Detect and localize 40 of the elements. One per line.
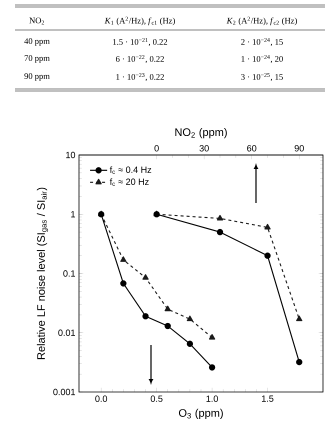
x-tick-label: 1.0 bbox=[206, 396, 218, 402]
point bbox=[186, 316, 194, 322]
x2-tick-label: 30 bbox=[200, 145, 209, 152]
point bbox=[142, 274, 149, 280]
text: 1 · 10$^{−23}$, 0.22 bbox=[116, 72, 164, 82]
point bbox=[164, 322, 171, 330]
point bbox=[186, 340, 194, 347]
x-axis-title: O$_{3}$ (ppm) bbox=[178, 408, 223, 420]
point bbox=[164, 306, 171, 312]
y-axis-title: Relative LF noise level (SI$_{gas}$ / SI$_{air}$) bbox=[36, 188, 48, 360]
text: 90 ppm bbox=[24, 73, 50, 81]
x-tick-label: 1.5 bbox=[262, 396, 274, 402]
text: 1 · 10$^{−24}$, 20 bbox=[242, 54, 283, 64]
text: 3 · 10$^{−25}$, 15 bbox=[241, 72, 283, 82]
text: K$_{2}$ (A$^{2}$/Hz), f$_{c2}$ (Hz) bbox=[226, 16, 297, 26]
y-tick-label: 0.001 bbox=[53, 388, 76, 396]
x2-tick-label: 0 bbox=[154, 145, 159, 152]
point bbox=[208, 334, 216, 340]
x2-tick-label: 90 bbox=[294, 145, 304, 152]
y-tick-label: 0.1 bbox=[63, 270, 76, 277]
text: 2 · 10$^{−24}$, 15 bbox=[241, 38, 283, 46]
text: 70 ppm bbox=[24, 55, 50, 63]
point bbox=[142, 313, 149, 320]
legend-label: f$_{c}$ ≈ 0.4 Hz bbox=[110, 166, 152, 174]
x2-axis-title: NO$_{2}$ (ppm) bbox=[175, 128, 227, 138]
text: NO$_{2}$ bbox=[29, 18, 44, 24]
x-tick-label: 0.0 bbox=[95, 396, 108, 402]
y-tick-label: 0.01 bbox=[58, 330, 76, 336]
text: 40 ppm bbox=[24, 38, 50, 46]
x-tick-label: 0.5 bbox=[150, 396, 163, 402]
point bbox=[120, 256, 127, 262]
text: K$_{1}$ (A$^{2}$/Hz), f$_{c1}$ (Hz) bbox=[104, 16, 175, 26]
x2-tick-label: 60 bbox=[247, 145, 256, 152]
text: 1.5 · 10$^{−21}$, 0.22 bbox=[113, 38, 168, 46]
point bbox=[120, 280, 127, 287]
text: 6 · 10$^{−22}$, 0.22 bbox=[116, 54, 164, 64]
legend-label: f$_{c}$ ≈ 20 Hz bbox=[110, 178, 149, 186]
y-tick-label: 10 bbox=[66, 152, 76, 158]
y-tick-label: 1 bbox=[71, 211, 76, 218]
point bbox=[208, 364, 216, 371]
